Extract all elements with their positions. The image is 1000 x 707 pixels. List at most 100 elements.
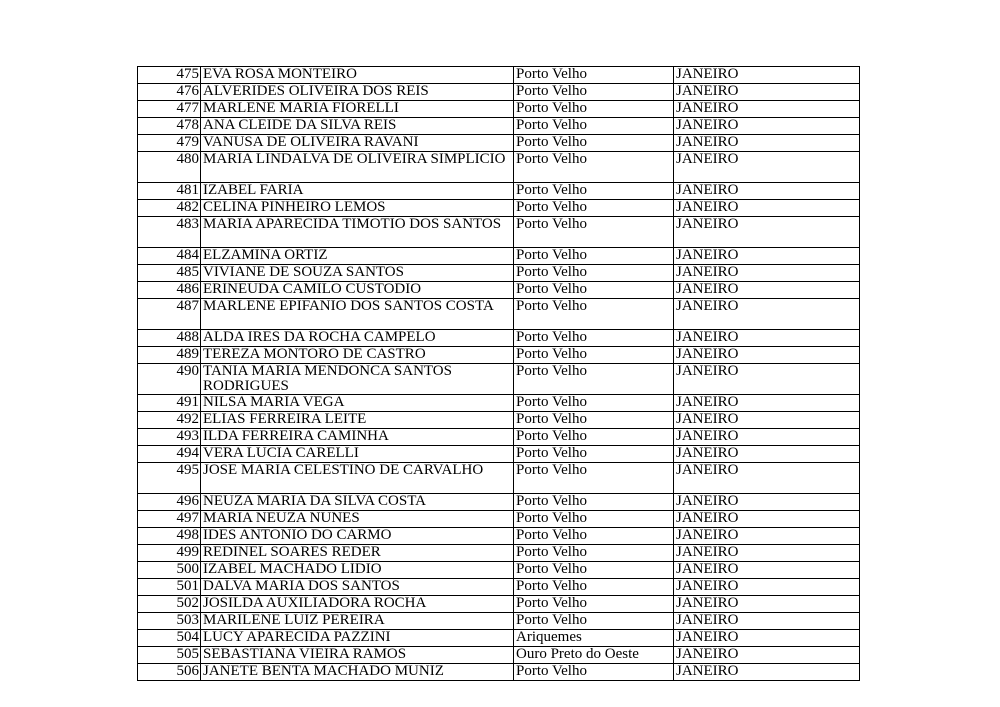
row-number-cell: 478	[137, 117, 201, 135]
row-number-cell: 477	[137, 100, 201, 118]
row-number-cell: 485	[137, 264, 201, 282]
table-row: 489 TEREZA MONTORO DE CASTRO Porto Velho JA…	[137, 346, 860, 364]
table-row: 491 NILSA MARIA VEGA Porto Velho JANEIRO	[137, 394, 860, 412]
table-row: 499 REDINEL SOARES REDER Porto Velho JANEIR…	[137, 544, 860, 562]
row-number-cell: 504	[137, 629, 201, 647]
month-cell: JANEIRO	[673, 544, 860, 562]
city-cell: Porto Velho	[513, 216, 674, 248]
city-cell: Porto Velho	[513, 100, 674, 118]
month-cell: JANEIRO	[673, 281, 860, 299]
city-cell: Ouro Preto do Oeste	[513, 646, 674, 664]
person-name-cell: ALDA IRES DA ROCHA CAMPELO	[200, 329, 514, 347]
person-name-cell: LUCY APARECIDA PAZZINI	[200, 629, 514, 647]
row-number-cell: 493	[137, 428, 201, 446]
table-row: 476 ALVERIDES OLIVEIRA DOS REIS Porto Velh…	[137, 83, 860, 101]
row-number-cell: 489	[137, 346, 201, 364]
row-number-cell: 501	[137, 578, 201, 596]
row-number-cell: 486	[137, 281, 201, 299]
person-name-cell: CELINA PINHEIRO LEMOS	[200, 199, 514, 217]
month-cell: JANEIRO	[673, 612, 860, 630]
row-number-cell: 475	[137, 66, 201, 84]
person-name-cell: VANUSA DE OLIVEIRA RAVANI	[200, 134, 514, 152]
month-cell: JANEIRO	[673, 346, 860, 364]
row-number-cell: 497	[137, 510, 201, 528]
month-cell: JANEIRO	[673, 394, 860, 412]
table-row: 495 JOSE MARIA CELESTINO DE CARVALHO Porto…	[137, 462, 860, 494]
table-row: 492 ELIAS FERREIRA LEITE Porto Velho JANEIR…	[137, 411, 860, 429]
city-cell: Porto Velho	[513, 329, 674, 347]
row-number-cell: 502	[137, 595, 201, 613]
row-number-cell: 482	[137, 199, 201, 217]
person-name-cell: JOSILDA AUXILIADORA ROCHA	[200, 595, 514, 613]
city-cell: Porto Velho	[513, 510, 674, 528]
month-cell: JANEIRO	[673, 462, 860, 494]
city-cell: Porto Velho	[513, 612, 674, 630]
row-number-cell: 503	[137, 612, 201, 630]
table-row: 485 VIVIANE DE SOUZA SANTOS Porto Velho JAN…	[137, 264, 860, 282]
row-number-cell: 499	[137, 544, 201, 562]
table-row: 478 ANA CLEIDE DA SILVA REIS Porto Velho JA…	[137, 117, 860, 135]
month-cell: JANEIRO	[673, 578, 860, 596]
table-row: 475 EVA ROSA MONTEIRO Porto Velho JANEIRO	[137, 66, 860, 84]
month-cell: JANEIRO	[673, 247, 860, 265]
table-row: 504 LUCY APARECIDA PAZZINI Ariquemes JANEIR…	[137, 629, 860, 647]
month-cell: JANEIRO	[673, 298, 860, 330]
row-number-cell: 500	[137, 561, 201, 579]
table-row: 494 VERA LUCIA CARELLI Porto Velho JANEIRO	[137, 445, 860, 463]
month-cell: JANEIRO	[673, 411, 860, 429]
month-cell: JANEIRO	[673, 561, 860, 579]
table-row: 477 MARLENE MARIA FIORELLI Porto Velho JANE…	[137, 100, 860, 118]
person-name-cell: ERINEUDA CAMILO CUSTODIO	[200, 281, 514, 299]
month-cell: JANEIRO	[673, 510, 860, 528]
table-row: 484 ELZAMINA ORTIZ Porto Velho JANEIRO	[137, 247, 860, 265]
row-number-cell: 494	[137, 445, 201, 463]
month-cell: JANEIRO	[673, 646, 860, 664]
row-number-cell: 495	[137, 462, 201, 494]
row-number-cell: 498	[137, 527, 201, 545]
row-number-cell: 496	[137, 493, 201, 511]
month-cell: JANEIRO	[673, 428, 860, 446]
month-cell: JANEIRO	[673, 199, 860, 217]
person-name-cell: NILSA MARIA VEGA	[200, 394, 514, 412]
person-name-cell: MARIA NEUZA NUNES	[200, 510, 514, 528]
table-row: 501 DALVA MARIA DOS SANTOS Porto Velho JANE…	[137, 578, 860, 596]
records-table: 475 EVA ROSA MONTEIRO Porto Velho JANEIRO 47…	[137, 66, 860, 681]
table-row: 502 JOSILDA AUXILIADORA ROCHA Porto Velho J…	[137, 595, 860, 613]
city-cell: Porto Velho	[513, 493, 674, 511]
table-row: 503 MARILENE LUIZ PEREIRA Porto Velho JANEI…	[137, 612, 860, 630]
city-cell: Porto Velho	[513, 199, 674, 217]
month-cell: JANEIRO	[673, 117, 860, 135]
city-cell: Porto Velho	[513, 561, 674, 579]
table-row: 493 ILDA FERREIRA CAMINHA Porto Velho JANEI…	[137, 428, 860, 446]
city-cell: Porto Velho	[513, 134, 674, 152]
city-cell: Porto Velho	[513, 394, 674, 412]
person-name-cell: TANIA MARIA MENDONCA SANTOS RODRIGUES	[200, 363, 514, 395]
month-cell: JANEIRO	[673, 663, 860, 681]
table-row: 497 MARIA NEUZA NUNES Porto Velho JANEIRO	[137, 510, 860, 528]
row-number-cell: 479	[137, 134, 201, 152]
person-name-cell: MARLENE EPIFANIO DOS SANTOS COSTA	[200, 298, 514, 330]
city-cell: Porto Velho	[513, 117, 674, 135]
person-name-cell: ILDA FERREIRA CAMINHA	[200, 428, 514, 446]
month-cell: JANEIRO	[673, 329, 860, 347]
row-number-cell: 487	[137, 298, 201, 330]
table-row: 487 MARLENE EPIFANIO DOS SANTOS COSTA Port…	[137, 298, 860, 330]
city-cell: Porto Velho	[513, 462, 674, 494]
month-cell: JANEIRO	[673, 216, 860, 248]
table-row: 506 JANETE BENTA MACHADO MUNIZ Porto Velho…	[137, 663, 860, 681]
person-name-cell: IZABEL FARIA	[200, 182, 514, 200]
row-number-cell: 481	[137, 182, 201, 200]
row-number-cell: 505	[137, 646, 201, 664]
table-row: 481 IZABEL FARIA Porto Velho JANEIRO	[137, 182, 860, 200]
month-cell: JANEIRO	[673, 493, 860, 511]
table-row: 482 CELINA PINHEIRO LEMOS Porto Velho JANEI…	[137, 199, 860, 217]
month-cell: JANEIRO	[673, 527, 860, 545]
month-cell: JANEIRO	[673, 182, 860, 200]
city-cell: Porto Velho	[513, 411, 674, 429]
month-cell: JANEIRO	[673, 83, 860, 101]
person-name-cell: EVA ROSA MONTEIRO	[200, 66, 514, 84]
row-number-cell: 476	[137, 83, 201, 101]
city-cell: Porto Velho	[513, 663, 674, 681]
month-cell: JANEIRO	[673, 363, 860, 395]
person-name-cell: VERA LUCIA CARELLI	[200, 445, 514, 463]
